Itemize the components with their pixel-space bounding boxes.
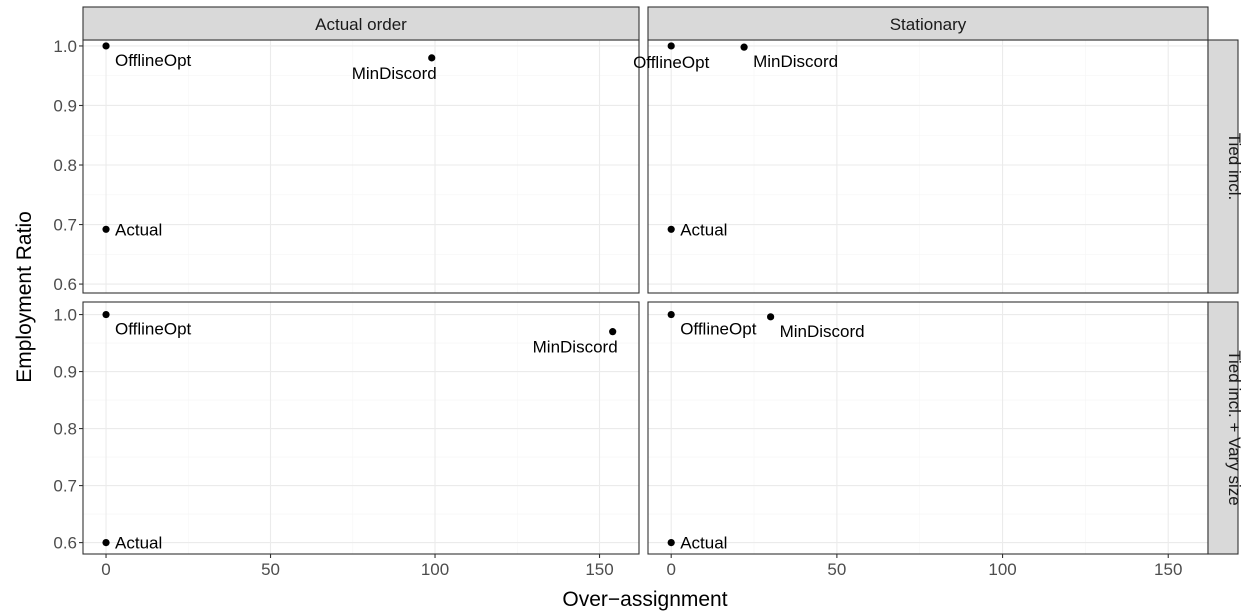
facet-label-column: Actual order: [315, 15, 407, 34]
point-label: Actual: [115, 220, 162, 239]
data-point-mindiscord: [428, 54, 436, 62]
y-tick-label: 0.9: [53, 96, 77, 115]
y-tick-label: 0.7: [53, 216, 77, 235]
panel-border: [647, 39, 1209, 294]
point-label: Actual: [680, 220, 727, 239]
x-tick-label: 100: [421, 560, 449, 579]
point-label: Actual: [680, 534, 727, 553]
data-point-actual: [102, 538, 110, 547]
panel-border: [82, 301, 640, 555]
facet-label-row: Tied incl.: [1225, 133, 1241, 200]
data-point-mindiscord: [740, 43, 748, 51]
x-tick-label: 0: [666, 560, 675, 579]
point-label: OfflineOpt: [680, 320, 757, 339]
x-tick-label: 50: [827, 560, 846, 579]
data-point-mindiscord: [609, 328, 617, 336]
facet-strip-row: [1207, 301, 1239, 555]
y-tick-label: 0.8: [53, 156, 77, 175]
facet-strip-row: [1207, 39, 1239, 294]
point-label: OfflineOpt: [115, 51, 192, 70]
facet-label-column: Stationary: [890, 15, 967, 34]
panel-border: [647, 301, 1209, 555]
y-tick-label: 0.6: [53, 534, 77, 553]
y-tick-label: 1.0: [53, 37, 77, 56]
data-point-mindiscord: [767, 313, 775, 321]
data-point-actual: [667, 225, 675, 233]
data-point-offlineopt: [102, 310, 110, 319]
y-tick-label: 0.6: [53, 275, 77, 294]
facet-strip-column: [82, 6, 640, 41]
point-label: OfflineOpt: [115, 320, 192, 339]
x-tick-label: 150: [585, 560, 613, 579]
data-point-actual: [667, 538, 675, 547]
facet-label-row: Tied incl. + Vary size: [1225, 350, 1241, 505]
data-point-offlineopt: [102, 42, 110, 50]
x-axis-title: Over−assignment: [562, 588, 727, 611]
y-tick-label: 0.9: [53, 363, 77, 382]
y-tick-label: 1.0: [53, 306, 77, 325]
data-point-offlineopt: [667, 42, 675, 50]
y-axis-title: Employment Ratio: [13, 211, 36, 383]
point-label: MinDiscord: [352, 64, 437, 83]
point-label: OfflineOpt: [633, 53, 710, 72]
x-tick-label: 50: [261, 560, 280, 579]
point-label: MinDiscord: [753, 52, 838, 71]
data-point-actual: [102, 225, 110, 233]
x-tick-label: 100: [988, 560, 1016, 579]
point-label: MinDiscord: [533, 338, 618, 357]
point-label: Actual: [115, 534, 162, 553]
x-tick-label: 150: [1154, 560, 1182, 579]
facet-strip-column: [647, 6, 1209, 41]
y-tick-label: 0.7: [53, 477, 77, 496]
x-tick-label: 0: [101, 560, 110, 579]
data-point-offlineopt: [667, 310, 675, 319]
y-tick-label: 0.8: [53, 420, 77, 439]
point-label: MinDiscord: [780, 322, 865, 341]
